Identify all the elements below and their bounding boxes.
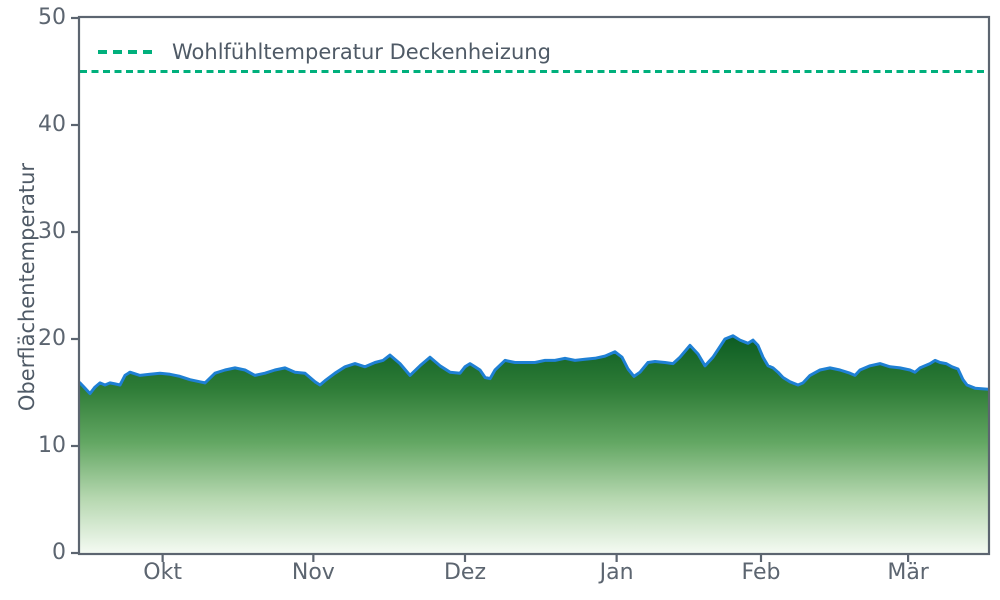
- x-tick-label: Nov: [291, 560, 335, 585]
- x-tick-label: Jan: [599, 560, 634, 585]
- y-tick-label: 30: [38, 219, 66, 244]
- legend-label: Wohlfühltemperatur Deckenheizung: [172, 40, 551, 64]
- x-tick-label: Okt: [143, 560, 182, 585]
- temperature-line: [78, 334, 990, 396]
- x-tick-label: Feb: [741, 560, 781, 585]
- y-tick-label: 50: [38, 5, 66, 30]
- x-tick-label: Mär: [887, 560, 929, 585]
- y-tick-label: 10: [38, 433, 66, 458]
- dashed-line-swatch-icon: [98, 50, 156, 54]
- y-tick-label: 40: [38, 112, 66, 137]
- legend: Wohlfühltemperatur Deckenheizung: [98, 39, 551, 65]
- temperature-area-fill: [80, 335, 988, 553]
- y-tick-label: 0: [52, 540, 66, 565]
- y-tick-label: 20: [38, 326, 66, 351]
- x-tick-label: Dez: [443, 560, 486, 585]
- y-axis-title: Oberflächentemperatur: [15, 162, 39, 412]
- plot-border: [77, 15, 991, 556]
